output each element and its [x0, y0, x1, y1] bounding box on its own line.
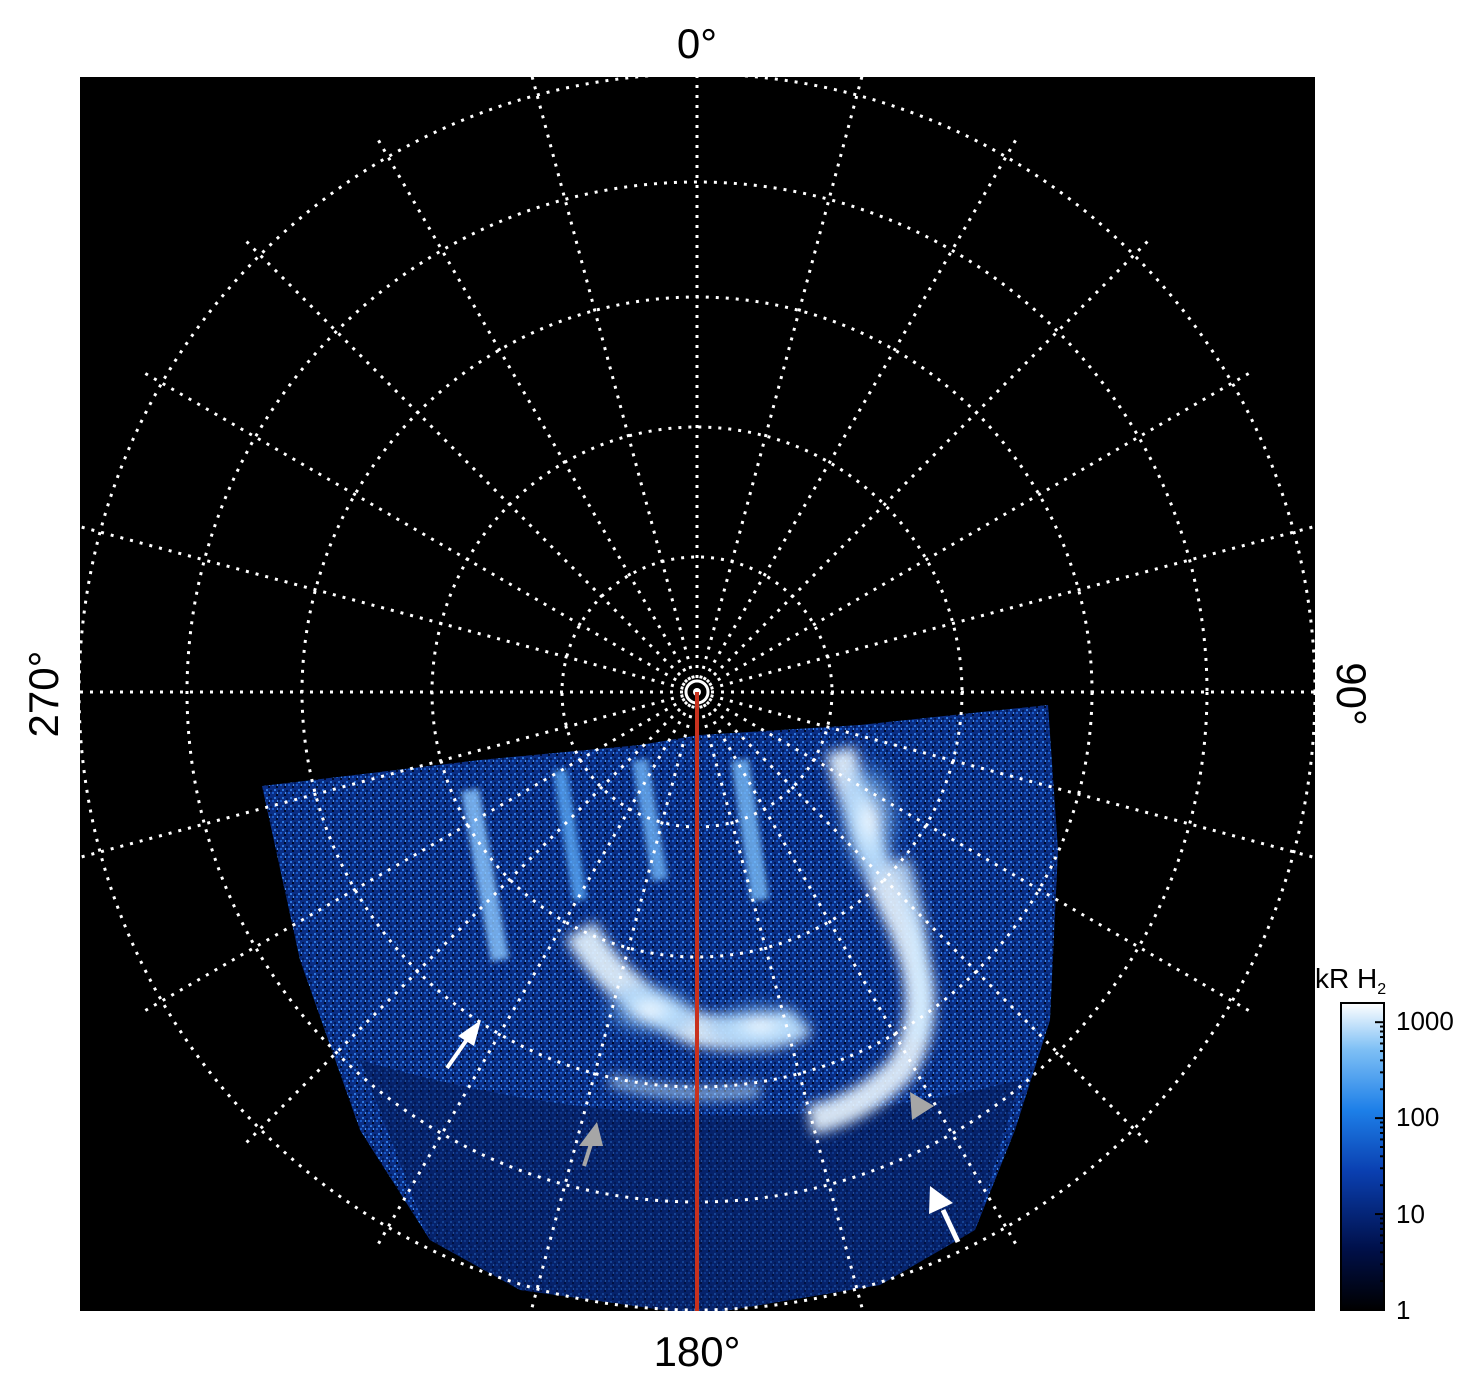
- arrow-white-right: [929, 1186, 961, 1244]
- grid-meridian: [699, 77, 864, 679]
- grid-meridian: [80, 525, 684, 690]
- colorbar-ticks: [1375, 1021, 1384, 1311]
- colorbar-tick-label: 1000: [1396, 1006, 1454, 1036]
- arrow-white-left: [445, 1020, 481, 1070]
- grid-meridian: [80, 694, 684, 859]
- grid-meridian: [375, 136, 692, 681]
- colorbar-gradient: [1340, 1002, 1385, 1311]
- grid-meridian: [141, 697, 686, 1014]
- grid-meridian: [243, 238, 689, 684]
- arrow-gray-right: [910, 1092, 934, 1120]
- grid-meridian: [375, 703, 692, 1248]
- arrow-gray-center: [579, 1122, 603, 1167]
- label-top: 0°: [677, 20, 717, 67]
- aurora-streaks: [461, 758, 769, 962]
- aurora-main-oval: [565, 746, 935, 1135]
- grid-meridian: [708, 697, 1253, 1014]
- grid-meridian: [710, 694, 1315, 860]
- grid-meridian: [702, 703, 1019, 1248]
- grid-meridian: [699, 705, 865, 1311]
- grid-meridian: [243, 700, 689, 1146]
- label-left: 270°: [20, 651, 67, 738]
- label-bottom: 180°: [654, 1328, 741, 1375]
- label-right: 90°: [1328, 662, 1375, 726]
- colorbar-tick-label: 1: [1396, 1295, 1410, 1325]
- grid-meridian: [705, 238, 1151, 684]
- grid-meridian: [705, 700, 1151, 1146]
- colorbar: kR H2 1000 100 10 1: [1315, 963, 1454, 1325]
- grid-meridian: [529, 705, 695, 1311]
- grid-meridian: [702, 136, 1019, 681]
- aurora-dark-band: [360, 1060, 1020, 1311]
- grid-meridian: [530, 77, 695, 679]
- grid-meridian: [710, 524, 1315, 690]
- colorbar-title: kR H2: [1315, 963, 1386, 998]
- grid-meridian: [141, 370, 686, 687]
- arrows: [445, 1020, 961, 1244]
- colorbar-tick-label: 100: [1396, 1102, 1439, 1132]
- grid-meridian: [708, 370, 1253, 687]
- colorbar-tick-label: 10: [1396, 1199, 1425, 1229]
